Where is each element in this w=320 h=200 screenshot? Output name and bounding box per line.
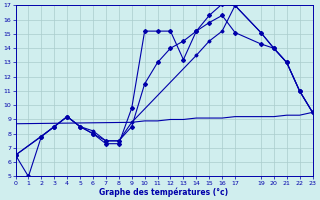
X-axis label: Graphe des températures (°c): Graphe des températures (°c) [100, 187, 228, 197]
